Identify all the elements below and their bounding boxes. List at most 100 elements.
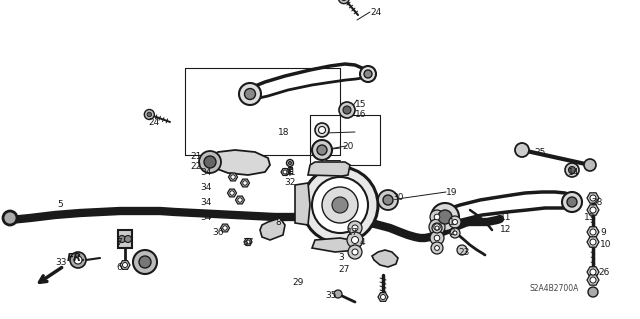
Circle shape <box>381 294 385 300</box>
Circle shape <box>230 191 234 195</box>
Circle shape <box>565 163 579 177</box>
Circle shape <box>237 198 243 202</box>
Circle shape <box>352 249 358 255</box>
Circle shape <box>312 140 332 160</box>
Circle shape <box>244 88 255 100</box>
Circle shape <box>450 228 460 238</box>
Circle shape <box>145 109 154 120</box>
Text: 37: 37 <box>242 238 253 247</box>
Circle shape <box>435 246 440 250</box>
Circle shape <box>312 177 368 233</box>
Circle shape <box>567 197 577 207</box>
Circle shape <box>584 159 596 171</box>
Text: 21: 21 <box>190 152 202 161</box>
Circle shape <box>434 214 440 220</box>
Circle shape <box>515 143 529 157</box>
Text: 10: 10 <box>600 240 611 249</box>
Text: 6: 6 <box>116 263 122 272</box>
Circle shape <box>139 256 151 268</box>
Text: 17: 17 <box>347 228 358 237</box>
Text: S2A4B2700A: S2A4B2700A <box>530 284 579 293</box>
Text: 29: 29 <box>292 278 303 287</box>
Text: 34: 34 <box>200 183 211 192</box>
Text: 27: 27 <box>338 265 349 274</box>
Circle shape <box>431 242 443 254</box>
Circle shape <box>438 210 452 224</box>
Circle shape <box>429 219 445 235</box>
Text: 15: 15 <box>355 100 367 109</box>
Text: 7: 7 <box>116 238 122 247</box>
Circle shape <box>590 269 596 275</box>
Text: 34: 34 <box>200 168 211 177</box>
Circle shape <box>457 245 467 255</box>
Circle shape <box>348 221 362 235</box>
Text: 9: 9 <box>600 228 605 237</box>
Circle shape <box>133 250 157 274</box>
Text: 1: 1 <box>449 218 455 227</box>
Circle shape <box>302 167 378 243</box>
Circle shape <box>334 290 342 298</box>
Circle shape <box>383 195 393 205</box>
Text: 32: 32 <box>284 178 296 187</box>
Circle shape <box>430 210 444 224</box>
Text: 14: 14 <box>568 168 579 177</box>
Polygon shape <box>260 218 285 240</box>
Polygon shape <box>295 183 310 225</box>
Circle shape <box>147 112 152 117</box>
Polygon shape <box>118 230 132 248</box>
Text: 2: 2 <box>449 228 454 237</box>
Text: 13: 13 <box>584 213 595 222</box>
Circle shape <box>434 224 440 230</box>
Circle shape <box>348 245 362 259</box>
Text: 31: 31 <box>284 168 296 177</box>
Circle shape <box>322 187 358 223</box>
Circle shape <box>287 160 294 167</box>
Circle shape <box>3 211 17 225</box>
Circle shape <box>319 127 326 133</box>
Text: 24: 24 <box>148 118 159 127</box>
Text: 33: 33 <box>55 258 67 267</box>
Text: 30: 30 <box>392 193 403 202</box>
Circle shape <box>590 207 596 213</box>
Circle shape <box>351 236 358 243</box>
Circle shape <box>352 225 358 231</box>
Circle shape <box>199 151 221 173</box>
Circle shape <box>590 229 596 235</box>
Text: 23: 23 <box>458 248 469 257</box>
Circle shape <box>118 235 125 242</box>
Circle shape <box>568 167 575 174</box>
Circle shape <box>315 123 329 137</box>
Circle shape <box>74 256 82 264</box>
Circle shape <box>332 197 348 213</box>
Circle shape <box>432 223 442 233</box>
Polygon shape <box>308 162 350 176</box>
Text: 3: 3 <box>338 253 344 262</box>
Text: 20: 20 <box>342 142 353 151</box>
Circle shape <box>283 170 287 174</box>
Text: 5: 5 <box>57 200 63 209</box>
Text: 12: 12 <box>500 225 511 234</box>
Text: 22: 22 <box>190 162 201 171</box>
Circle shape <box>231 175 236 179</box>
Circle shape <box>452 219 458 225</box>
Circle shape <box>434 235 440 241</box>
Circle shape <box>246 240 250 244</box>
Circle shape <box>431 203 459 231</box>
Text: 34: 34 <box>200 198 211 207</box>
Circle shape <box>588 287 598 297</box>
Circle shape <box>243 181 247 185</box>
Text: 16: 16 <box>355 110 367 119</box>
Circle shape <box>125 235 131 242</box>
Text: FR.: FR. <box>67 253 86 263</box>
Text: 35: 35 <box>325 291 337 300</box>
Circle shape <box>590 277 596 283</box>
Circle shape <box>590 195 596 201</box>
Circle shape <box>317 145 327 155</box>
Text: 8: 8 <box>275 218 281 227</box>
Circle shape <box>590 239 596 245</box>
Text: 11: 11 <box>500 213 511 222</box>
Circle shape <box>453 231 457 235</box>
Text: 36: 36 <box>212 228 223 237</box>
Text: 24: 24 <box>370 8 381 17</box>
Text: 18: 18 <box>278 128 289 137</box>
